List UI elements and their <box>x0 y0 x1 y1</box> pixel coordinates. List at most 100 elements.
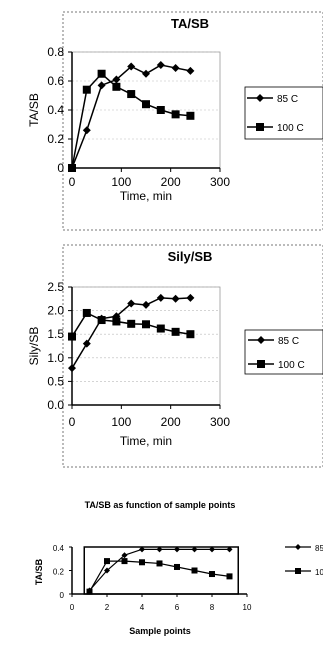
series-2 <box>68 69 195 172</box>
x-axis-label: Time, min <box>120 189 172 203</box>
data-point <box>174 546 180 553</box>
data-point <box>121 552 128 559</box>
chart2-plot: 0.0 0.5 1.0 1.5 2.0 2.5 0 100 200 300 Time, min Sil… <box>27 280 323 448</box>
series-2 <box>68 308 195 341</box>
data-point <box>112 82 121 91</box>
data-point <box>142 300 150 309</box>
y-tick-label: 0.8 <box>47 45 64 59</box>
legend-marker <box>256 94 264 102</box>
data-point <box>97 81 106 90</box>
x-tick-label: 200 <box>161 415 181 429</box>
data-point <box>139 559 145 566</box>
y-tick-label: 0.5 <box>47 374 64 388</box>
chart3-plot: 0 0.2 0.4 0 2 4 6 8 10 Sample points TA/SB 85 C 100 … <box>34 544 323 636</box>
data-point <box>127 299 136 308</box>
legend-label: 100 C <box>277 123 304 134</box>
data-point <box>104 558 110 565</box>
legend-label: 85 C <box>278 336 299 347</box>
data-point <box>82 85 91 94</box>
data-point <box>86 588 93 595</box>
data-point <box>171 294 180 303</box>
y-tick-label: 0.6 <box>47 74 64 88</box>
data-point <box>171 110 180 119</box>
x-axis-label: Sample points <box>129 626 191 636</box>
data-point <box>142 69 150 78</box>
data-point <box>97 69 106 78</box>
data-point <box>121 558 128 565</box>
x-tick-label: 4 <box>140 603 145 612</box>
data-point <box>226 573 233 580</box>
chart1-title: TA/SB <box>171 16 209 31</box>
x-tick-label: 6 <box>175 603 180 612</box>
data-point <box>156 546 163 553</box>
series-1 <box>86 546 233 594</box>
data-point <box>68 364 76 373</box>
data-point <box>209 546 215 553</box>
x-tick-label: 2 <box>105 603 110 612</box>
data-point <box>112 317 121 326</box>
legend-marker <box>256 123 264 131</box>
data-point <box>142 320 150 329</box>
data-point <box>142 100 150 109</box>
legend-marker <box>295 544 301 550</box>
legend-marker <box>295 568 301 574</box>
y-tick-label: 0.4 <box>53 544 65 553</box>
data-point <box>186 111 195 120</box>
data-point <box>226 546 233 553</box>
data-point <box>191 546 198 553</box>
data-point <box>139 546 145 553</box>
y-axis-label: TA/SB <box>34 558 44 585</box>
data-point <box>186 330 195 339</box>
y-axis-label: Sily/SB <box>27 327 41 366</box>
data-point <box>82 126 91 135</box>
x-tick-label: 0 <box>69 415 76 429</box>
y-tick-label: 0 <box>57 161 64 175</box>
y-tick-label: 0.2 <box>53 568 65 577</box>
y-tick-label: 0.0 <box>47 398 64 412</box>
data-point <box>112 75 121 84</box>
y-tick-label: 0.4 <box>47 103 64 117</box>
legend-label: 85 C <box>315 544 323 553</box>
y-tick-label: 2.5 <box>47 280 64 294</box>
y-tick-label: 0.2 <box>47 132 64 146</box>
x-tick-label: 200 <box>161 175 181 189</box>
data-point <box>186 66 195 75</box>
data-point <box>171 327 180 336</box>
data-point <box>156 560 163 567</box>
chart1-plot: 0 0.2 0.4 0.6 0.8 0 100 200 300 Time, min TA/SB 85 … <box>27 45 323 203</box>
legend: 85 C 100 C <box>285 544 323 577</box>
legend-marker <box>257 360 265 368</box>
series-line <box>89 548 230 591</box>
x-tick-label: 0 <box>70 603 75 612</box>
data-point <box>191 567 198 574</box>
data-point <box>82 308 91 317</box>
legend-label: 85 C <box>277 94 298 105</box>
chart3-title: TA/SB as function of sample points <box>85 500 236 510</box>
legend-label: 100 C <box>278 360 305 371</box>
series-2 <box>86 558 233 595</box>
x-tick-label: 10 <box>243 603 252 612</box>
data-point <box>156 106 165 114</box>
data-point <box>82 339 91 348</box>
legend: 85 C 100 C <box>244 86 323 140</box>
data-point <box>127 62 136 71</box>
data-point <box>174 563 180 570</box>
legend-label: 100 C <box>315 568 323 577</box>
data-point <box>186 293 195 302</box>
x-tick-label: 300 <box>210 175 230 189</box>
x-tick-label: 300 <box>210 415 230 429</box>
data-point <box>97 316 106 325</box>
legend-marker <box>257 336 265 344</box>
chart2-title: Sily/SB <box>168 249 213 264</box>
data-point <box>171 63 180 72</box>
data-point <box>156 61 165 70</box>
data-point <box>68 164 76 172</box>
data-point <box>156 293 165 302</box>
y-tick-label: 2.0 <box>47 304 64 318</box>
x-tick-label: 0 <box>69 175 76 189</box>
data-point <box>156 324 165 333</box>
y-tick-label: 1.0 <box>47 351 64 365</box>
x-tick-label: 100 <box>111 415 131 429</box>
x-tick-label: 8 <box>210 603 215 612</box>
